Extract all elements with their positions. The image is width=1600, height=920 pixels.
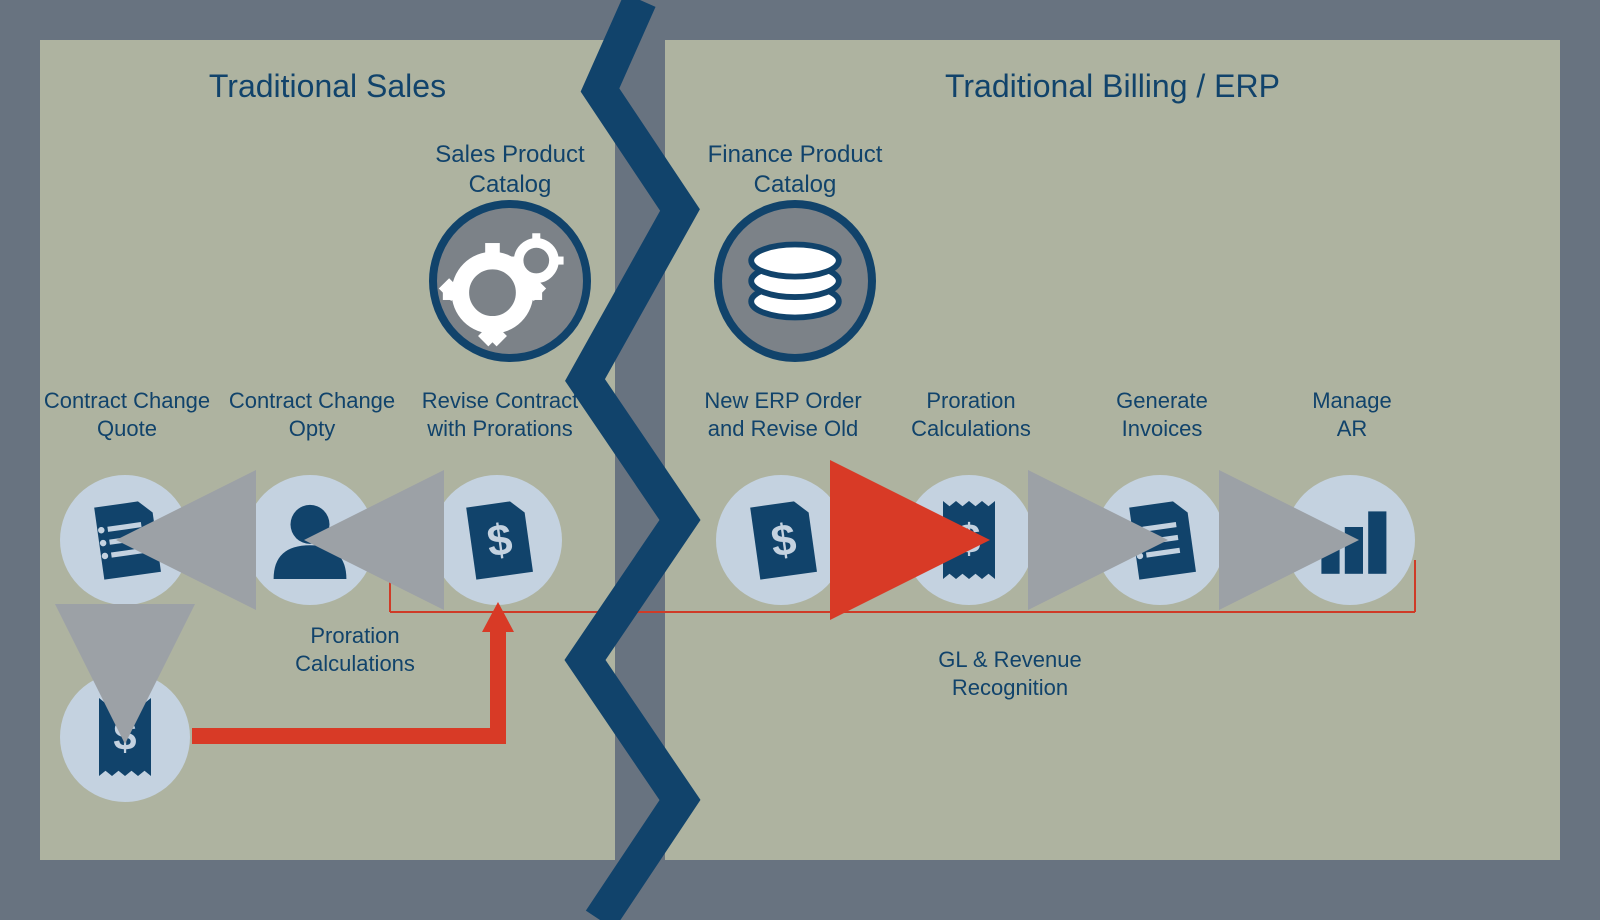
node-new-erp-order: $: [716, 475, 846, 605]
diagram-canvas: Traditional Sales Traditional Billing / …: [0, 0, 1600, 920]
label-gl-revenue: GL & Revenue Recognition: [880, 646, 1140, 701]
panel-title-sales: Traditional Sales: [40, 68, 615, 105]
label-new-erp-order: New ERP Order and Revise Old: [690, 387, 876, 442]
label-contract-change-quote: Contract Change Quote: [38, 387, 216, 442]
label-proration-left: Proration Calculations: [255, 622, 455, 677]
node-proration-calculations: $: [904, 475, 1034, 605]
label-sales-catalog: Sales Product Catalog: [410, 140, 610, 200]
node-contract-change-quote: [60, 475, 190, 605]
doc-dollar-icon: $: [716, 475, 846, 605]
gears-icon: [437, 208, 583, 354]
svg-text:$: $: [957, 515, 980, 562]
database-icon: [722, 208, 868, 354]
receipt-dollar-icon: $: [60, 672, 190, 802]
node-proration-receipt: $: [60, 672, 190, 802]
node-revise-contract: $: [432, 475, 562, 605]
label-generate-invoices: Generate Invoices: [1075, 387, 1249, 442]
label-contract-change-opty: Contract Change Opty: [223, 387, 401, 442]
receipt-dollar-icon: $: [904, 475, 1034, 605]
panel-title-billing: Traditional Billing / ERP: [665, 68, 1560, 105]
sales-catalog-icon: [429, 200, 591, 362]
label-manage-ar: Manage AR: [1265, 387, 1439, 442]
bar-chart-icon: [1285, 475, 1415, 605]
doc-dollar-icon: $: [432, 475, 562, 605]
person-icon: [245, 475, 375, 605]
doc-list-icon: [1095, 475, 1225, 605]
label-finance-catalog: Finance Product Catalog: [695, 140, 895, 200]
finance-catalog-icon: [714, 200, 876, 362]
label-revise-contract: Revise Contract with Prorations: [410, 387, 590, 442]
svg-text:$: $: [113, 712, 136, 759]
node-manage-ar: [1285, 475, 1415, 605]
doc-list-icon: [60, 475, 190, 605]
label-proration-calcs: Proration Calculations: [884, 387, 1058, 442]
node-generate-invoices: [1095, 475, 1225, 605]
node-contract-change-opty: [245, 475, 375, 605]
